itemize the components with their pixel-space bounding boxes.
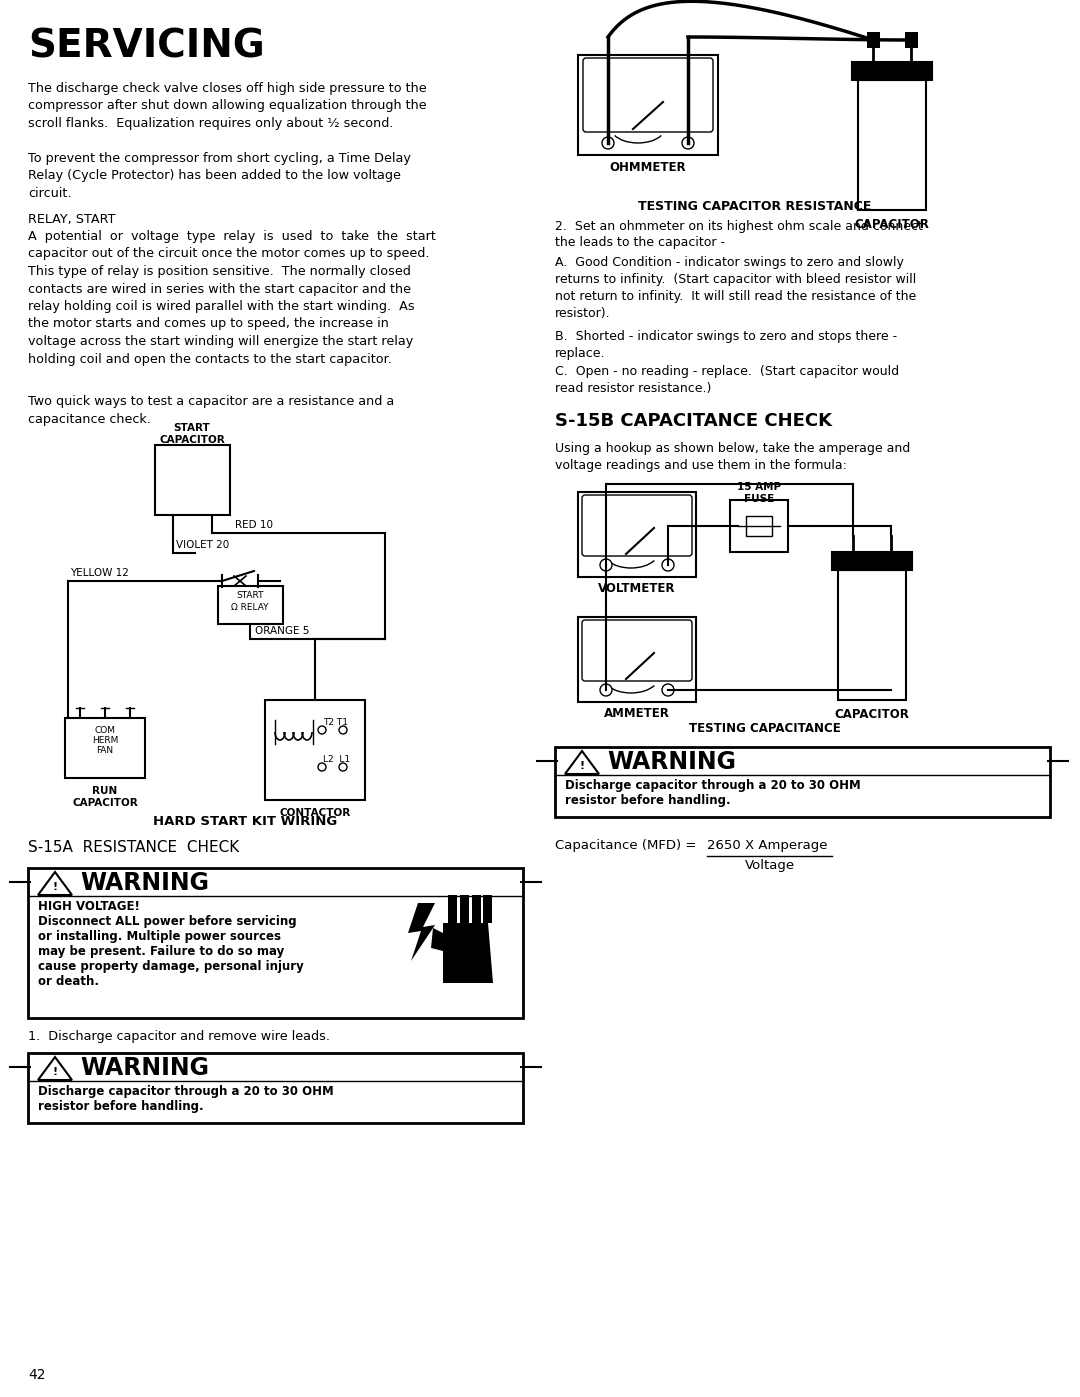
Text: SERVICING: SERVICING [28,28,265,66]
Bar [730,500,788,552]
Bar [852,61,932,80]
Text: HIGH VOLTAGE!: HIGH VOLTAGE! [38,900,140,914]
Text: YELLOW 12: YELLOW 12 [70,569,129,578]
Bar [838,570,906,700]
FancyBboxPatch shape [582,620,692,680]
Text: L2  L1: L2 L1 [323,754,350,764]
Text: CAPACITOR: CAPACITOR [854,218,930,231]
Text: AMMETER: AMMETER [604,707,670,719]
Polygon shape [472,895,481,923]
Bar [578,492,696,577]
Text: VIOLET 20: VIOLET 20 [176,541,229,550]
Text: Disconnect ALL power before servicing: Disconnect ALL power before servicing [38,915,297,928]
Text: RELAY, START: RELAY, START [28,212,116,226]
Text: B.  Shorted - indicator swings to zero and stops there -
replace.: B. Shorted - indicator swings to zero an… [555,330,897,360]
Polygon shape [431,928,443,951]
Bar [578,617,696,703]
Circle shape [602,137,615,149]
Circle shape [339,763,347,771]
Polygon shape [38,872,72,895]
Polygon shape [460,895,469,923]
Polygon shape [408,902,435,961]
Text: RED 10: RED 10 [235,520,273,529]
FancyBboxPatch shape [582,495,692,556]
FancyBboxPatch shape [583,59,713,131]
Bar [555,747,1050,817]
Text: cause property damage, personal injury: cause property damage, personal injury [38,960,303,972]
Text: To prevent the compressor from short cycling, a Time Delay
Relay (Cycle Protecto: To prevent the compressor from short cyc… [28,152,410,200]
Text: COM
HERM
FAN: COM HERM FAN [92,726,118,756]
Text: 2.  Set an ohmmeter on its highest ohm scale and connect: 2. Set an ohmmeter on its highest ohm sc… [555,219,923,233]
Text: T2 T1: T2 T1 [323,718,348,726]
Text: START
CAPACITOR: START CAPACITOR [159,423,225,444]
Circle shape [318,763,326,771]
Bar [65,718,145,778]
Text: resistor before handling.: resistor before handling. [38,1099,204,1113]
Text: resistor before handling.: resistor before handling. [565,793,731,807]
Bar [28,868,523,1018]
Text: or installing. Multiple power sources: or installing. Multiple power sources [38,930,281,943]
Text: Discharge capacitor through a 20 to 30 OHM: Discharge capacitor through a 20 to 30 O… [38,1085,334,1098]
Circle shape [681,137,694,149]
Text: 42: 42 [28,1368,45,1382]
Circle shape [662,685,674,696]
Text: CAPACITOR: CAPACITOR [835,708,909,721]
Text: START: START [237,591,264,599]
Polygon shape [565,752,599,774]
Circle shape [600,559,612,571]
Text: TESTING CAPACITOR RESISTANCE: TESTING CAPACITOR RESISTANCE [638,200,872,212]
Text: or death.: or death. [38,975,99,988]
Text: !: ! [53,1067,57,1077]
Text: Capacitance (MFD) =: Capacitance (MFD) = [555,840,701,852]
Bar [156,446,230,515]
Text: S-15A  RESISTANCE  CHECK: S-15A RESISTANCE CHECK [28,840,240,855]
Text: ORANGE 5: ORANGE 5 [255,626,309,636]
Text: S-15B CAPACITANCE CHECK: S-15B CAPACITANCE CHECK [555,412,832,430]
Text: 2650 X Amperage: 2650 X Amperage [707,840,827,852]
Text: CONTACTOR: CONTACTOR [280,807,351,819]
Text: Discharge capacitor through a 20 to 30 OHM: Discharge capacitor through a 20 to 30 O… [565,780,861,792]
Text: The discharge check valve closes off high side pressure to the
compressor after : The discharge check valve closes off hig… [28,82,427,130]
Text: VOLTMETER: VOLTMETER [598,583,676,595]
Text: Voltage: Voltage [745,859,795,872]
Circle shape [662,559,674,571]
Circle shape [318,726,326,733]
Bar [265,700,365,800]
Text: WARNING: WARNING [607,750,735,774]
Text: HARD START KIT WIRING: HARD START KIT WIRING [153,814,337,828]
Text: RUN
CAPACITOR: RUN CAPACITOR [72,787,138,807]
Text: OHMMETER: OHMMETER [610,161,686,175]
Text: Using a hookup as shown below, take the amperage and
voltage readings and use th: Using a hookup as shown below, take the … [555,441,910,472]
Polygon shape [38,1058,72,1080]
Text: WARNING: WARNING [80,1056,210,1080]
Text: A.  Good Condition - indicator swings to zero and slowly
returns to infinity.  (: A. Good Condition - indicator swings to … [555,256,916,320]
Text: A  potential  or  voltage  type  relay  is  used  to  take  the  start
capacitor: A potential or voltage type relay is use… [28,231,436,366]
Bar [218,585,283,624]
Text: 15 AMP
FUSE: 15 AMP FUSE [737,482,781,503]
Text: Ω RELAY: Ω RELAY [231,604,269,612]
Polygon shape [448,895,457,923]
Polygon shape [443,923,492,983]
Circle shape [339,726,347,733]
Text: may be present. Failure to do so may: may be present. Failure to do so may [38,944,284,958]
Text: TESTING CAPACITANCE: TESTING CAPACITANCE [689,722,841,735]
Bar [832,552,912,570]
Bar [905,32,918,47]
Bar [867,32,880,47]
Text: !: ! [580,761,584,771]
Polygon shape [483,895,492,923]
Text: the leads to the capacitor -: the leads to the capacitor - [555,236,725,249]
Text: !: ! [53,882,57,893]
Text: WARNING: WARNING [80,870,210,895]
Text: Two quick ways to test a capacitor are a resistance and a
capacitance check.: Two quick ways to test a capacitor are a… [28,395,394,426]
Bar [858,80,926,210]
Bar [28,1053,523,1123]
Circle shape [600,685,612,696]
Bar [746,515,772,536]
Bar [578,54,718,155]
Text: C.  Open - no reading - replace.  (Start capacitor would
read resistor resistanc: C. Open - no reading - replace. (Start c… [555,365,900,395]
Text: 1.  Discharge capacitor and remove wire leads.: 1. Discharge capacitor and remove wire l… [28,1030,330,1044]
